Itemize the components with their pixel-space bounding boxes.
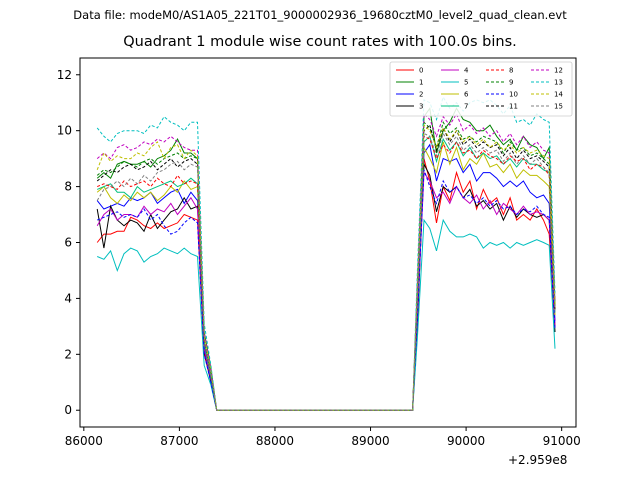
x-tick-label: 88000 [256, 434, 294, 448]
legend-label-6: 6 [464, 91, 469, 99]
series-line-14 [96, 123, 556, 411]
legend-label-10: 10 [509, 91, 518, 99]
x-tick-label: 91000 [543, 434, 581, 448]
y-tick-label: 0 [64, 403, 72, 417]
legend-label-12: 12 [554, 67, 563, 75]
series-line-6 [96, 141, 556, 411]
series-line-10 [97, 169, 556, 411]
legend-label-5: 5 [464, 79, 468, 87]
legend-label-3: 3 [419, 103, 423, 111]
legend-box [389, 61, 573, 117]
legend-label-2: 2 [419, 91, 423, 99]
legend-label-13: 13 [554, 79, 563, 87]
y-tick-label: 2 [64, 347, 72, 361]
x-tick-label: 90000 [447, 434, 485, 448]
chart-title: Quadrant 1 module wise count rates with … [123, 34, 517, 50]
legend-label-1: 1 [419, 79, 423, 87]
series-layer [96, 95, 556, 411]
series-line-11 [96, 124, 556, 411]
series-line-1 [96, 106, 556, 411]
legend-label-9: 9 [509, 79, 513, 87]
series-line-4 [96, 171, 556, 411]
series-line-7 [97, 135, 556, 411]
x-tick-label: 89000 [351, 434, 389, 448]
x-tick-label: 87000 [160, 434, 198, 448]
series-line-13 [96, 95, 556, 411]
y-tick-label: 4 [64, 291, 72, 305]
x-axis-offset-label: +2.959e8 [508, 453, 568, 467]
legend-label-8: 8 [509, 67, 513, 75]
legend-label-11: 11 [509, 103, 518, 111]
y-tick-label: 6 [64, 236, 72, 250]
legend-label-0: 0 [419, 67, 423, 75]
y-tick-label: 12 [57, 68, 72, 82]
legend-label-4: 4 [464, 67, 469, 75]
series-line-8 [97, 135, 556, 411]
y-tick-label: 10 [57, 124, 72, 138]
legend-label-15: 15 [554, 103, 563, 111]
y-tick-label: 8 [64, 180, 72, 194]
legend-label-7: 7 [464, 103, 468, 111]
figure-suptitle: Data file: modeM0/AS1A05_221T01_90000029… [73, 8, 567, 22]
x-tick-label: 86000 [65, 434, 103, 448]
series-line-15 [96, 132, 556, 411]
series-line-9 [96, 121, 556, 411]
series-line-5 [97, 218, 556, 411]
legend-label-14: 14 [554, 91, 563, 99]
